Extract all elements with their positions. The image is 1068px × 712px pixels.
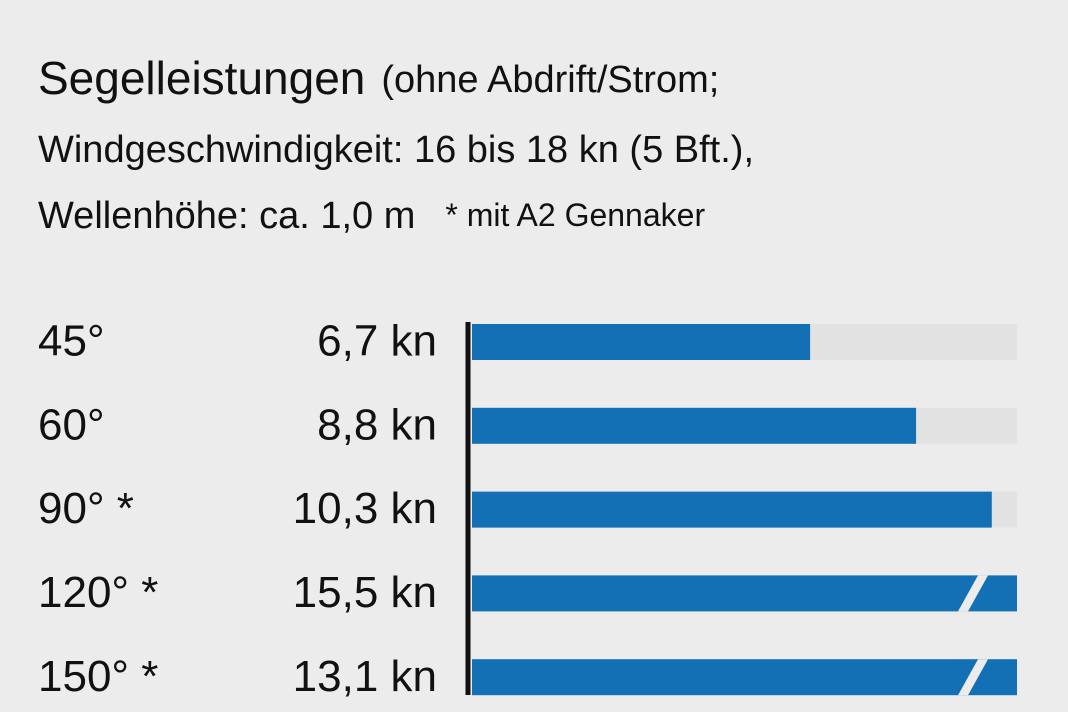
subtitle: Windgeschwindigkeit: 16 bis 18 kn (5 Bft… [38,129,754,171]
category-label: 150° * [38,652,158,701]
axis-break [958,575,988,612]
value-label: 6,7 kn [317,317,437,366]
bar [472,407,917,444]
category-label: 60° [38,400,105,449]
bar [472,575,1017,612]
category-label: 120° * [38,568,158,617]
category-label: 45° [38,317,105,366]
bar [472,491,992,528]
value-label: 10,3 kn [293,484,437,533]
annotation: * mit A2 Gennaker [445,197,705,233]
axis-break [958,659,988,696]
bars [472,324,1017,696]
value-label: 8,8 kn [317,400,437,449]
subtitle: Wellenhöhe: ca. 1,0 m [38,195,415,237]
value-label: 15,5 kn [293,568,437,617]
bar [472,659,1017,696]
subtitle: Wellenhöhe: ca. 1,0 m * mit A2 Gennaker [38,195,705,237]
value-label: 13,1 kn [293,652,437,701]
bar [472,324,811,360]
subtitle: (ohne Abdrift/Strom; [381,59,719,101]
chart-title: Segelleistungen (ohne Abdrift/Strom; [38,52,719,104]
title: Segelleistungen [38,52,365,104]
category-label: 90° * [38,484,134,533]
